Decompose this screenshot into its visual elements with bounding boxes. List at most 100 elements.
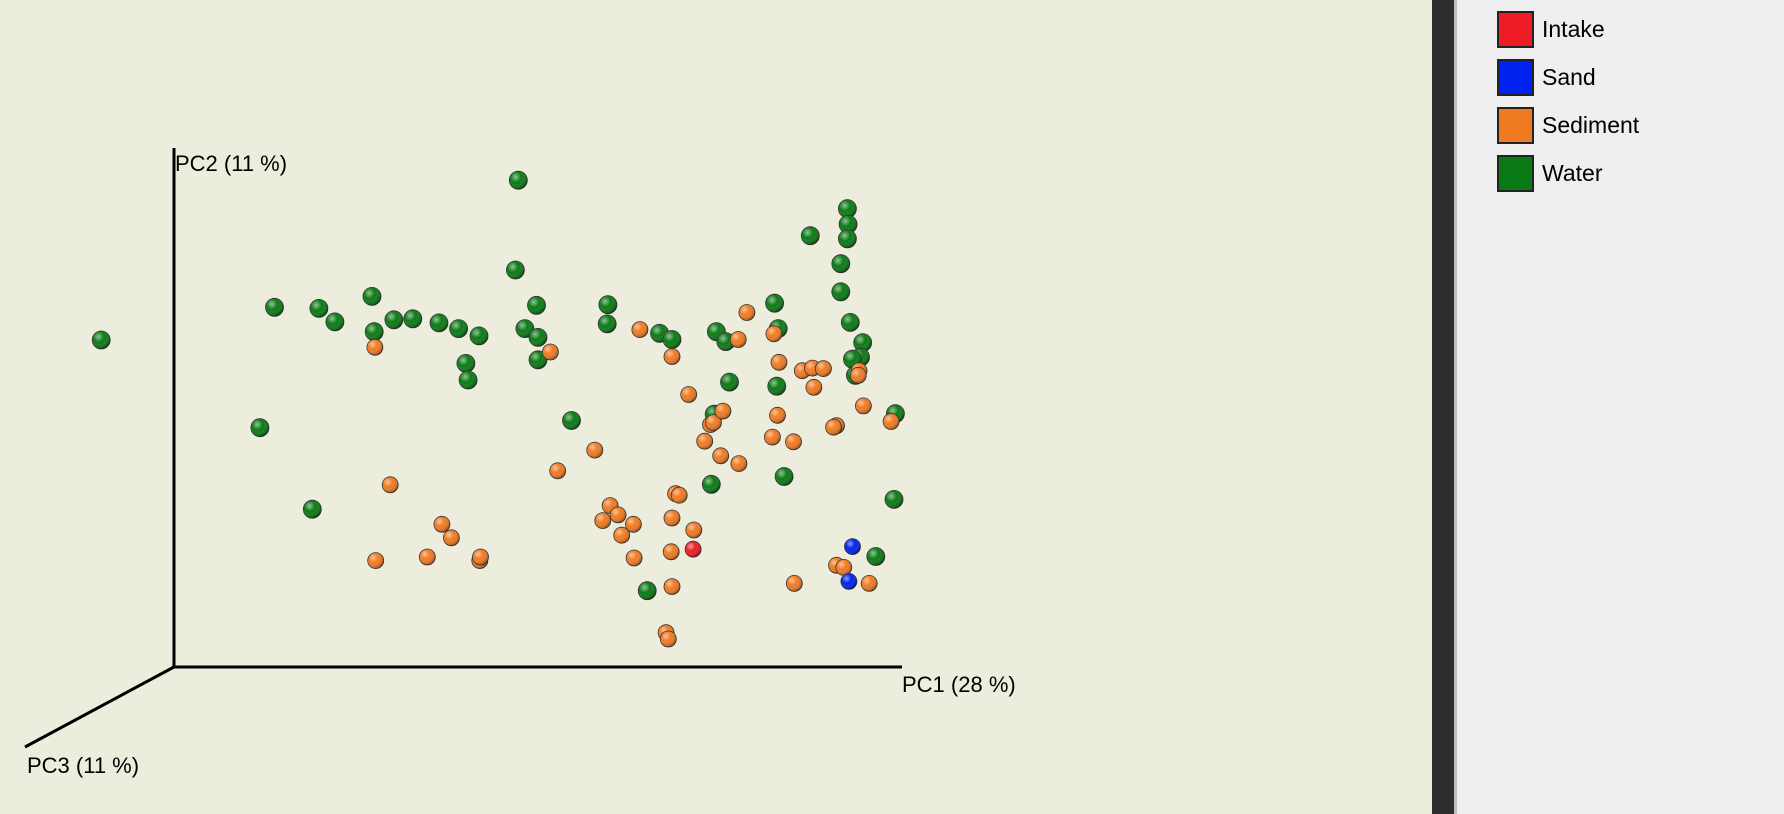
- sediment-point: [805, 378, 823, 396]
- water-point: [528, 327, 548, 347]
- sediment-point: [729, 331, 747, 348]
- sediment-point: [770, 353, 788, 371]
- water-point: [597, 314, 617, 334]
- legend-swatch-intake[interactable]: [1497, 10, 1534, 48]
- sediment-point: [586, 441, 604, 459]
- legend-label-sediment: Sediment: [1542, 111, 1640, 138]
- water-point: [800, 226, 820, 246]
- points-layer: [91, 170, 905, 648]
- panel-divider[interactable]: [1432, 0, 1454, 814]
- water-point: [362, 286, 382, 306]
- legend-swatch-water[interactable]: [1497, 154, 1534, 192]
- water-point: [562, 411, 581, 430]
- water-point: [458, 370, 478, 390]
- sediment-point: [609, 506, 627, 524]
- legend-swatch-sediment[interactable]: [1497, 106, 1534, 144]
- sediment-point: [785, 433, 802, 451]
- z-axis-label: PC3 (11 %): [27, 753, 139, 778]
- water-point: [853, 333, 873, 353]
- sediment-point: [705, 414, 722, 432]
- panel-divider-edge: [1454, 0, 1457, 814]
- water-point: [403, 309, 423, 329]
- water-point: [884, 489, 904, 509]
- sediment-point: [849, 366, 867, 384]
- sediment-point: [785, 575, 803, 592]
- water-point: [765, 293, 784, 313]
- plot-area[interactable]: PC2 (11 %) PC1 (28 %) PC3 (11 %): [0, 0, 1432, 814]
- sediment-point: [815, 360, 832, 378]
- sediment-point: [472, 548, 489, 566]
- legend-swatch-sand[interactable]: [1497, 58, 1534, 96]
- water-point: [767, 376, 787, 396]
- water-point: [866, 547, 886, 566]
- legend-label-intake: Intake: [1542, 15, 1605, 42]
- sediment-point: [663, 348, 681, 366]
- y-axis-label: PC2 (11 %): [175, 151, 287, 176]
- water-point: [701, 474, 721, 494]
- sediment-point: [418, 548, 436, 566]
- sediment-point: [625, 515, 642, 533]
- sediment-point: [738, 304, 756, 321]
- water-point: [720, 372, 739, 392]
- scatter-3d-plot[interactable]: PC2 (11 %) PC1 (28 %) PC3 (11 %): [0, 0, 1432, 814]
- water-point: [429, 313, 449, 333]
- legend-label-sand: Sand: [1542, 63, 1596, 90]
- legend-panel: Intake Sand Sediment Water: [1457, 0, 1784, 814]
- sediment-point: [549, 462, 567, 480]
- sediment-point: [631, 321, 649, 339]
- water-point: [506, 260, 525, 280]
- water-point: [508, 170, 528, 190]
- sediment-point: [696, 432, 714, 450]
- sediment-point: [680, 386, 698, 403]
- water-point: [469, 326, 489, 346]
- water-point: [384, 310, 404, 330]
- water-point: [449, 319, 469, 339]
- sediment-point: [714, 402, 732, 420]
- sediment-point: [685, 521, 703, 539]
- sediment-point: [730, 455, 748, 473]
- water-point: [637, 581, 657, 601]
- water-point: [364, 322, 384, 342]
- sediment-point: [855, 397, 872, 415]
- intake-point: [684, 540, 702, 558]
- water-point: [662, 330, 682, 349]
- sediment-point: [625, 549, 643, 567]
- z-axis-line: [24, 665, 175, 749]
- sand-point: [844, 538, 861, 555]
- water-point: [774, 467, 794, 486]
- sediment-point: [712, 447, 730, 465]
- water-point: [528, 350, 548, 370]
- water-point: [456, 353, 476, 373]
- sediment-point: [381, 476, 399, 494]
- sediment-point: [613, 526, 631, 544]
- sediment-point: [882, 413, 900, 430]
- sediment-point: [670, 486, 688, 504]
- legend-label-water: Water: [1542, 159, 1603, 186]
- water-point: [527, 295, 546, 315]
- legend-item-sediment[interactable]: Sediment: [1497, 105, 1639, 145]
- sediment-point: [769, 406, 786, 424]
- sediment-point: [663, 509, 681, 527]
- sediment-point: [764, 428, 781, 446]
- water-point: [831, 282, 851, 302]
- water-point: [831, 254, 851, 274]
- legend-item-water[interactable]: Water: [1497, 153, 1603, 193]
- water-point: [302, 499, 322, 519]
- legend-item-sand[interactable]: Sand: [1497, 57, 1596, 97]
- sediment-point: [367, 552, 385, 569]
- water-point: [840, 312, 860, 332]
- sand-point: [840, 573, 858, 590]
- water-point: [91, 330, 111, 350]
- sediment-point: [860, 575, 878, 592]
- legend-item-intake[interactable]: Intake: [1497, 9, 1605, 49]
- water-point: [598, 295, 618, 315]
- sediment-point: [442, 529, 460, 547]
- sediment-point: [433, 515, 451, 533]
- sediment-point: [542, 343, 559, 361]
- sediment-point: [765, 325, 783, 343]
- water-point: [265, 297, 284, 317]
- water-point: [838, 199, 857, 219]
- sediment-point: [594, 512, 612, 529]
- water-point: [250, 418, 270, 438]
- sediment-point: [366, 338, 384, 356]
